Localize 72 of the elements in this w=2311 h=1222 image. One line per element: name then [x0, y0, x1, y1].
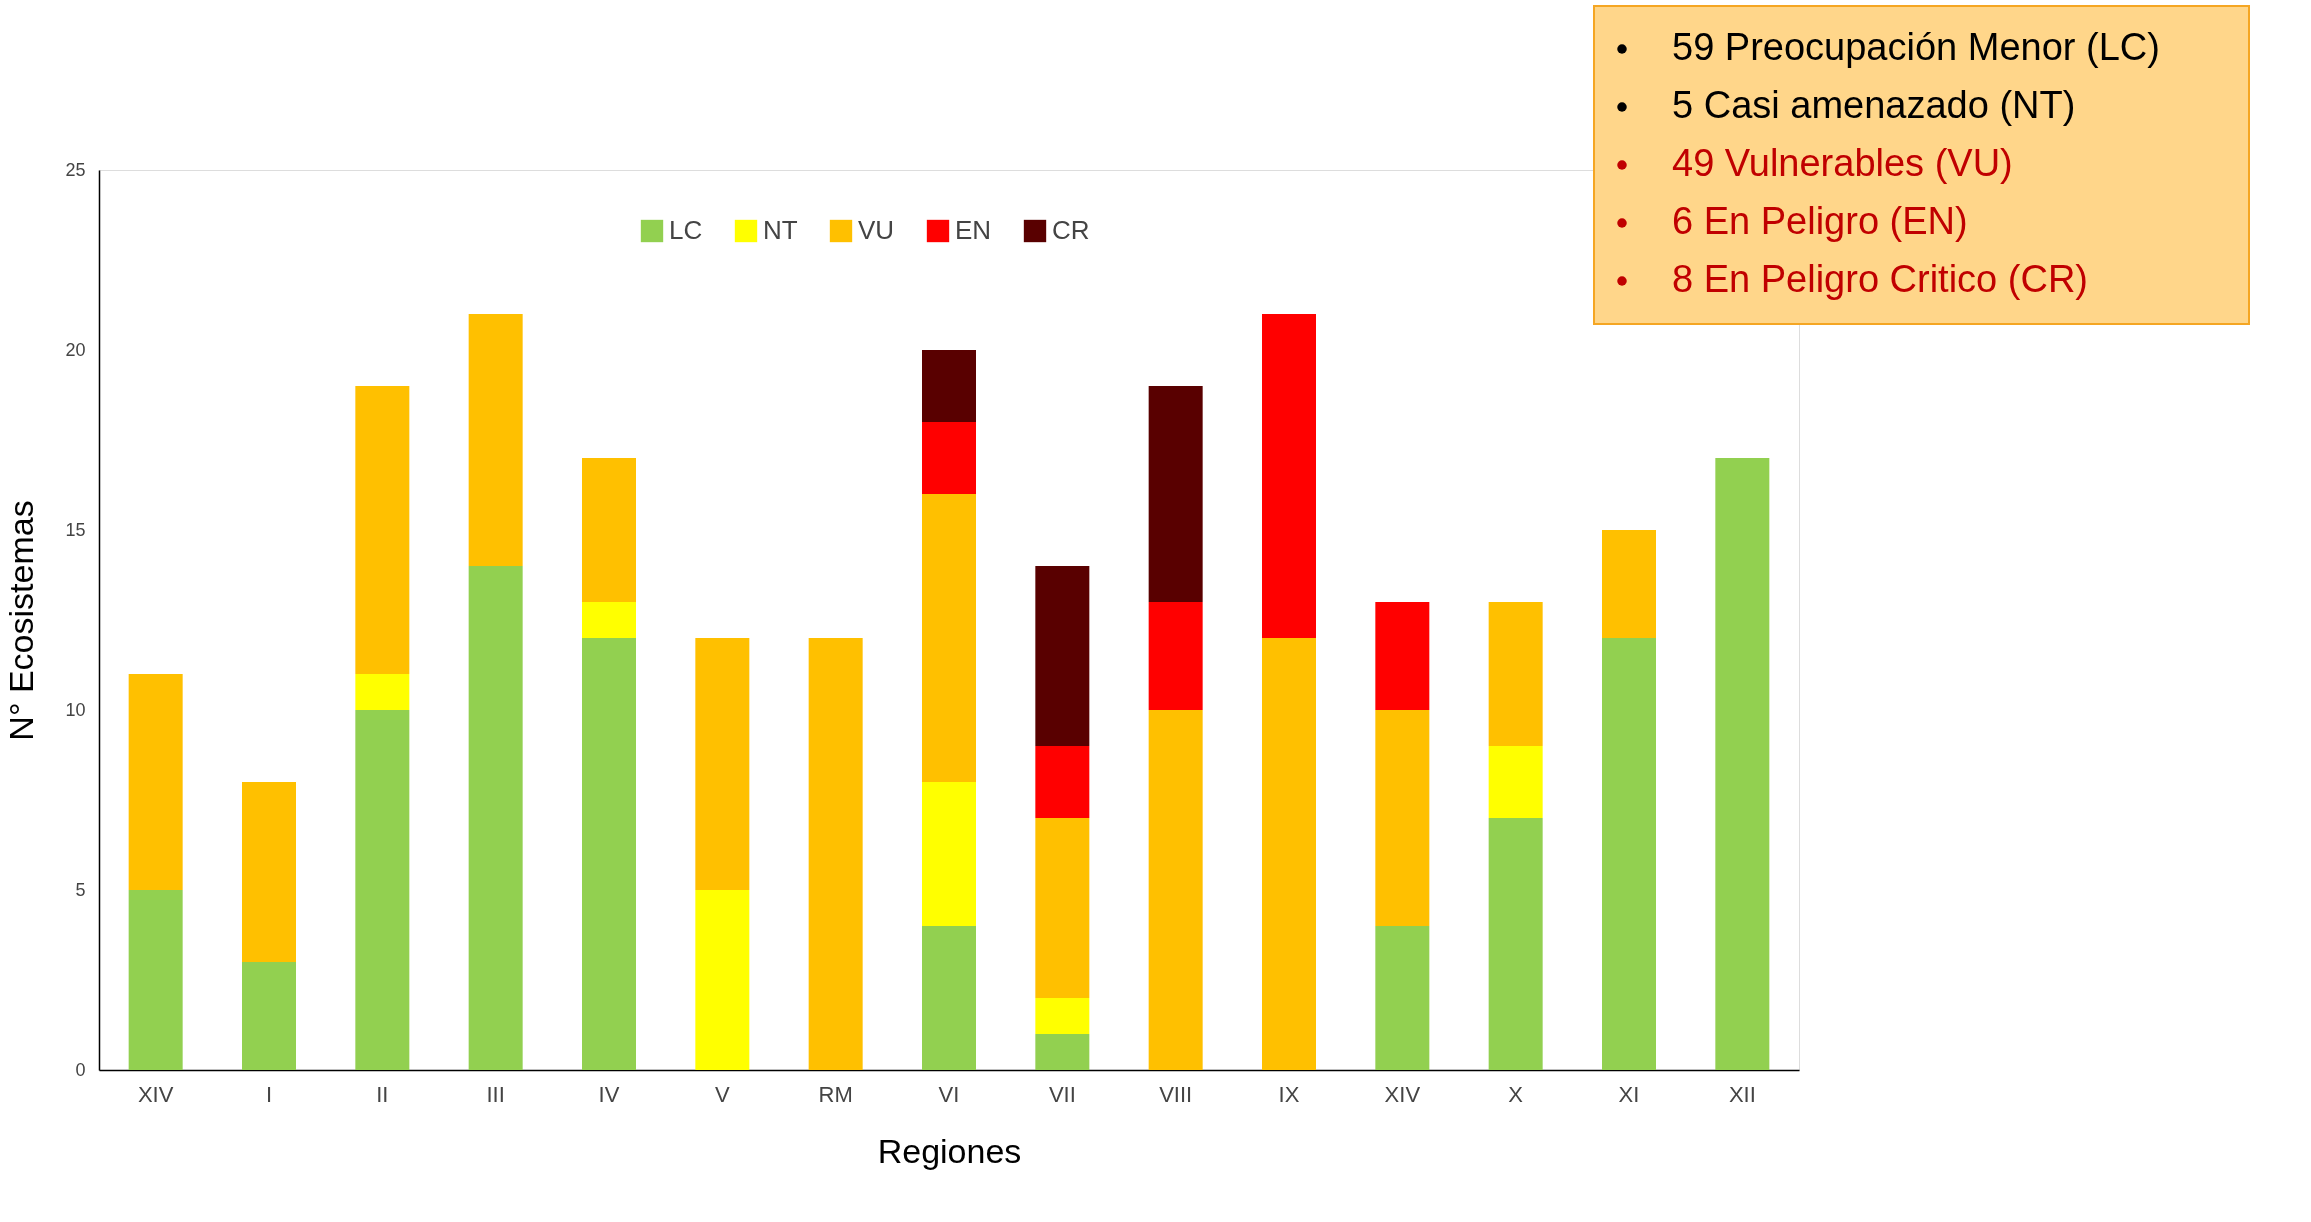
x-tick-label: XI — [1618, 1081, 1640, 1107]
x-tick-label: XIV — [137, 1081, 174, 1107]
bar — [922, 422, 976, 494]
bar — [1035, 818, 1090, 998]
text: 59 Preocupación Menor (LC) — [1672, 26, 2160, 68]
bar — [355, 674, 410, 710]
bar — [128, 890, 183, 1070]
bar — [1488, 746, 1543, 818]
bar — [1488, 818, 1543, 1070]
bar — [695, 638, 750, 890]
bar — [355, 710, 410, 1070]
bar — [242, 782, 296, 962]
bar — [355, 386, 410, 674]
bar — [242, 962, 296, 1070]
annotation: 6 En Peligro (EN) — [1672, 200, 1968, 242]
x-tick-label: I — [265, 1081, 273, 1107]
y-tick-label: 25 — [65, 159, 86, 180]
x-tick-label: X — [1508, 1081, 1524, 1107]
bar — [128, 674, 183, 890]
bar — [695, 890, 750, 1070]
bar — [468, 566, 523, 1070]
x-tick-label: VII — [1048, 1081, 1076, 1107]
bar — [922, 350, 976, 422]
bar — [1375, 710, 1430, 926]
bar — [1375, 602, 1430, 710]
legend-label: CR — [1052, 215, 1090, 245]
legend-label: NT — [763, 215, 798, 245]
x-tick-label: II — [376, 1081, 389, 1107]
y-tick-label: 0 — [75, 1059, 86, 1080]
x-tick-label: XII — [1728, 1081, 1756, 1107]
x-tick-label: XIV — [1384, 1081, 1421, 1107]
y-tick-label: 5 — [75, 879, 86, 900]
y-tick-label: 20 — [65, 339, 86, 360]
y-tick-label: 15 — [65, 519, 86, 540]
bar — [1488, 602, 1543, 746]
bar — [1035, 566, 1090, 746]
x-tick-label: RM — [818, 1081, 853, 1107]
bar — [468, 314, 523, 566]
bar — [1148, 710, 1203, 1070]
bar — [1262, 638, 1316, 1070]
bar — [808, 638, 863, 1070]
x-tick-label: VI — [938, 1081, 960, 1107]
x-tick-label: V — [714, 1081, 730, 1107]
bar — [922, 494, 976, 782]
annotation: 8 En Peligro Critico (CR) — [1672, 258, 2088, 300]
bar — [1035, 1034, 1090, 1070]
bar — [1035, 998, 1090, 1034]
x-tick-label: IX — [1278, 1081, 1300, 1107]
bar — [1602, 638, 1656, 1070]
bar — [1035, 746, 1090, 818]
bar — [1375, 926, 1430, 1070]
x-axis-title: Regiones — [877, 1131, 1022, 1170]
bar — [1602, 530, 1656, 638]
bar — [1148, 602, 1203, 710]
bar — [582, 602, 636, 638]
legend-label: VU — [858, 215, 895, 245]
bar — [582, 458, 636, 602]
text: 5 Casi amenazado (NT) — [1672, 84, 2076, 126]
bar — [922, 926, 976, 1070]
bar — [1715, 458, 1770, 1070]
legend-label: EN — [955, 215, 992, 245]
x-tick-label: VIII — [1159, 1081, 1193, 1107]
y-tick-label: 10 — [65, 699, 86, 720]
legend-label: LC — [669, 215, 703, 245]
x-tick-label: III — [486, 1081, 505, 1107]
x-tick-label: IV — [598, 1081, 620, 1107]
bar — [1262, 314, 1316, 638]
annotation: 49 Vulnerables (VU) — [1672, 142, 2013, 184]
bar — [1148, 386, 1203, 602]
bar — [922, 782, 976, 926]
y-axis-title: N° Ecosistemas — [2, 500, 41, 741]
bar — [582, 638, 636, 1070]
